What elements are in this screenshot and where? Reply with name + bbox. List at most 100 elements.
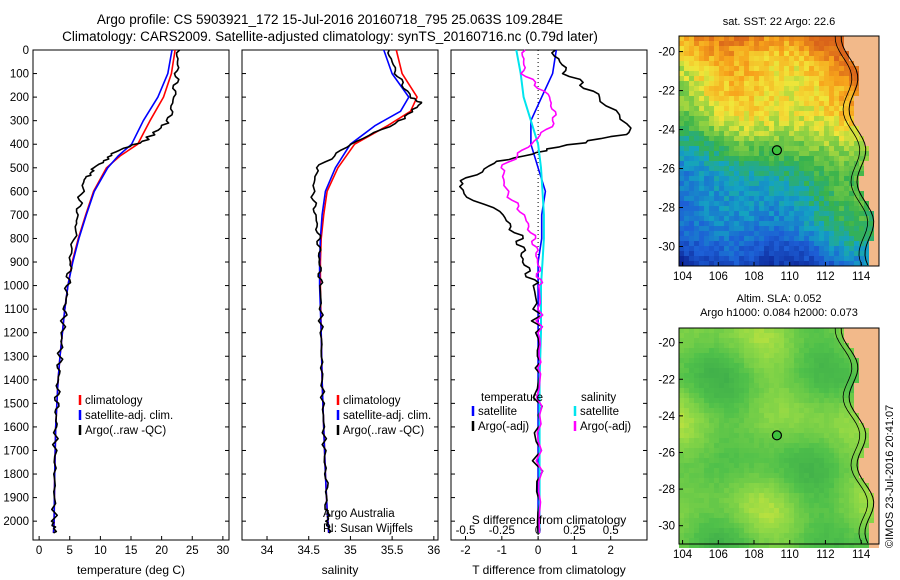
sla-map-cell	[804, 453, 809, 458]
sla-map-cell	[869, 338, 874, 343]
sla-map-cell	[854, 448, 859, 453]
sst-map-cell	[704, 51, 709, 56]
sla-map-cell	[689, 543, 694, 548]
sst-map-cell	[789, 36, 794, 41]
sla-map-cell	[759, 488, 764, 493]
sst-map-cell	[744, 246, 749, 251]
sst-map-cell	[769, 76, 774, 81]
salinity-legend-label: Argo(..raw -QC)	[343, 425, 424, 437]
sst-map-cell	[849, 66, 854, 71]
sst-map-cell	[839, 166, 844, 171]
sst-map-cell	[819, 166, 824, 171]
sst-map-cell	[739, 256, 744, 261]
sst-map-cell	[809, 146, 814, 151]
sst-map-cell	[769, 46, 774, 51]
sla-map-cell	[874, 438, 879, 443]
sla-map-cell	[784, 428, 789, 433]
sst-map-cell	[834, 236, 839, 241]
sst-map-cell	[719, 206, 724, 211]
sst-map-cell	[769, 61, 774, 66]
sla-map-cell	[854, 533, 859, 538]
sla-map-cell	[799, 393, 804, 398]
sla-map-cell	[874, 333, 879, 338]
sla-map-cell	[679, 478, 684, 483]
sst-map-cell	[834, 241, 839, 246]
sla-map-cell	[749, 443, 754, 448]
sst-map-cell	[839, 196, 844, 201]
sst-map-cell	[819, 36, 824, 41]
sst-map-cell	[814, 206, 819, 211]
sst-map-cell	[779, 261, 784, 266]
sla-map-cell	[719, 408, 724, 413]
sst-map-cell	[864, 236, 869, 241]
sst-map-cell	[824, 251, 829, 256]
sla-map-cell	[784, 368, 789, 373]
sst-map-cell	[799, 201, 804, 206]
sla-map-cell	[819, 393, 824, 398]
sla-map-cell	[784, 353, 789, 358]
sst-map-cell	[714, 246, 719, 251]
sst-map-cell	[869, 236, 874, 241]
sst-map-cell	[724, 141, 729, 146]
sla-map-cell	[759, 373, 764, 378]
sla-map-cell	[779, 518, 784, 523]
sla-map-cell	[689, 518, 694, 523]
sst-map-cell	[769, 146, 774, 151]
sst-map-cell	[729, 101, 734, 106]
sst-map-cell	[789, 146, 794, 151]
sla-map-cell	[679, 473, 684, 478]
sst-map-cell	[684, 111, 689, 116]
sla-map-cell	[694, 408, 699, 413]
sla-map-cell	[744, 463, 749, 468]
sla-map-cell	[749, 383, 754, 388]
sst-map-cell	[754, 36, 759, 41]
sst-map-cell	[734, 171, 739, 176]
sst-map-cell	[769, 176, 774, 181]
sst-map-cell	[874, 111, 879, 116]
sst-map-cell	[789, 196, 794, 201]
depth-tick-label: 1600	[3, 422, 29, 434]
sst-map-cell	[744, 81, 749, 86]
sla-map-cell	[819, 428, 824, 433]
sla-map-cell	[694, 488, 699, 493]
sla-map-cell	[809, 478, 814, 483]
sla-map-cell	[689, 463, 694, 468]
sla-map-cell	[699, 473, 704, 478]
sla-map-cell	[724, 488, 729, 493]
sla-map-cell	[794, 433, 799, 438]
sla-map-cell	[744, 518, 749, 523]
sst-map-cell	[789, 166, 794, 171]
sla-map-cell	[749, 388, 754, 393]
sla-map-cell	[869, 443, 874, 448]
sst-map-cell	[874, 146, 879, 151]
sla-map-cell	[874, 498, 879, 503]
sst-map-cell	[734, 226, 739, 231]
sst-map-cell	[699, 216, 704, 221]
sla-map-cell	[734, 418, 739, 423]
sst-map-cell	[779, 121, 784, 126]
sst-map-cell	[759, 176, 764, 181]
sst-map-cell	[824, 231, 829, 236]
sla-map-cell	[724, 493, 729, 498]
sla-map-cell	[704, 458, 709, 463]
sla-map-cell	[729, 418, 734, 423]
sst-map-cell	[764, 126, 769, 131]
sla-map-cell	[869, 488, 874, 493]
sla-map-cell	[864, 533, 869, 538]
sla-map-cell	[679, 423, 684, 428]
sst-map-cell	[799, 256, 804, 261]
sla-map-cell	[814, 528, 819, 533]
sla-map-cell	[809, 423, 814, 428]
sla-map-cell	[734, 533, 739, 538]
sst-map-cell	[729, 106, 734, 111]
sla-isobath	[834, 327, 869, 544]
sst-map-cell	[864, 101, 869, 106]
sla-map-cell	[714, 443, 719, 448]
sst-map-cell	[824, 101, 829, 106]
sla-map-cell	[784, 498, 789, 503]
sla-map-cell	[804, 438, 809, 443]
sst-map-cell	[729, 141, 734, 146]
sst-map-cell	[854, 61, 859, 66]
sla-map-cell	[819, 478, 824, 483]
sst-map-cell	[789, 206, 794, 211]
